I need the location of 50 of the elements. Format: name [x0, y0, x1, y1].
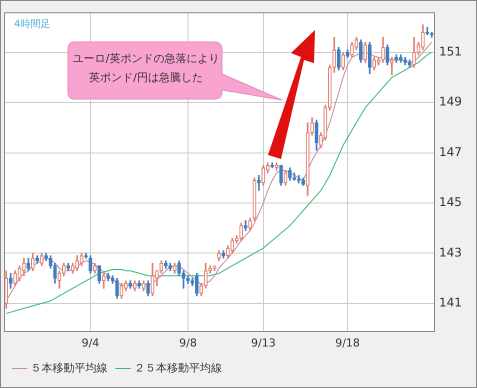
candlestick — [328, 64, 332, 110]
candlestick — [84, 252, 88, 259]
y-tick-label: 145 — [439, 195, 462, 210]
legend-label: ２５本移動平均線 — [134, 361, 222, 374]
candlestick — [341, 52, 345, 70]
candlestick — [248, 218, 252, 231]
candlestick — [252, 178, 256, 221]
candlestick — [386, 44, 390, 66]
candlestick — [372, 57, 376, 70]
candlestick — [186, 275, 190, 284]
candlestick — [350, 42, 354, 58]
candlestick — [270, 162, 274, 168]
x-tick-label: 9/4 — [82, 336, 100, 350]
y-tick-label: 151 — [439, 44, 462, 58]
candlestick — [146, 280, 150, 296]
x-tick-label: 9/13 — [250, 336, 276, 350]
candlestick — [22, 258, 26, 276]
candlestick — [120, 282, 124, 299]
y-tick-label: 141 — [439, 296, 462, 310]
y-tick-label: 147 — [439, 144, 462, 159]
legend-label: ５本移動平均線 — [30, 361, 108, 374]
candlestick — [115, 278, 119, 299]
candlestick — [80, 252, 84, 266]
candlestick — [212, 265, 216, 272]
candlestick — [381, 36, 385, 63]
candlestick — [332, 36, 336, 73]
annotation: 4時間足 — [14, 18, 50, 31]
x-tick-label: 9/8 — [179, 336, 197, 350]
candlestick — [306, 122, 310, 196]
y-tick-label: 149 — [439, 94, 462, 109]
candlestick — [279, 164, 283, 186]
x-tick-label: 9/18 — [335, 336, 360, 350]
candlestick — [18, 265, 22, 282]
candlestick — [239, 222, 243, 241]
candlestick — [222, 250, 226, 259]
candlestick — [244, 220, 248, 231]
candlestick — [288, 168, 292, 181]
candlestick — [150, 262, 154, 296]
candlestick — [314, 120, 318, 151]
candlestick — [368, 42, 372, 74]
annotation: ユーロ/英ポンドの急落により英ポンド/円は急騰した — [72, 51, 220, 86]
candlestick — [292, 172, 296, 181]
candlestick — [284, 170, 288, 186]
candlestick — [412, 36, 416, 68]
candlestick — [336, 47, 341, 70]
candlestick — [346, 50, 350, 58]
y-tick-label: 143 — [439, 245, 462, 260]
candlestick — [88, 255, 92, 274]
candlestick — [217, 250, 221, 262]
candlestick — [301, 178, 306, 186]
